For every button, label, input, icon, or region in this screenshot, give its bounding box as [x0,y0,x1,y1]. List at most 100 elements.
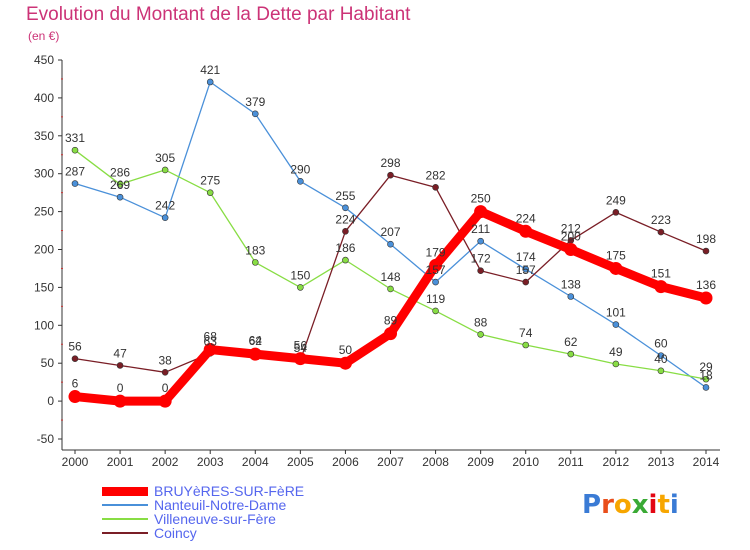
data-label: 223 [651,213,671,227]
legend-label: Villeneuve-sur-Fère [154,511,276,527]
chart-title: Evolution du Montant de la Dette par Hab… [26,4,411,25]
y-tick-label: 250 [34,205,54,219]
legend-swatch-coincy [102,532,148,534]
data-label: 224 [516,211,536,225]
data-point [158,394,172,408]
data-point [522,265,530,273]
y-tick-label: 50 [41,356,55,370]
data-point [161,368,169,376]
data-point [338,356,352,370]
data-point [71,180,79,187]
data-point [702,375,710,383]
chart-unit: (en €) [28,29,60,43]
x-tick-label: 2007 [377,455,404,469]
legend-swatch-bruyeres [102,486,148,496]
data-label: 49 [609,345,623,359]
y-tick-label: 350 [34,129,54,143]
data-label: 119 [426,292,445,306]
data-label: 172 [471,252,491,266]
data-point [612,209,620,216]
data-label: 212 [561,221,581,235]
data-label: 62 [249,334,263,348]
x-tick-label: 2004 [242,455,269,469]
data-label: 331 [65,131,85,145]
data-point [342,256,349,264]
x-tick-label: 2012 [603,455,630,469]
legend-swatch-nanteuil [102,504,148,506]
data-label: 54 [294,341,308,355]
y-tick-label: 100 [34,318,54,332]
data-label: 50 [339,343,353,357]
data-label: 0 [162,381,169,395]
data-label: 298 [380,156,400,170]
data-label: 47 [113,346,127,360]
data-label: 151 [651,267,671,281]
data-label: 60 [654,337,668,351]
data-label: 290 [290,162,310,176]
legend-label: BRUYèRES-SUR-FèRE [154,483,305,499]
data-label: 148 [380,270,400,284]
data-point [657,352,665,359]
data-label: 287 [65,165,85,179]
data-point [116,362,124,369]
data-point [567,293,575,300]
data-label: 40 [654,352,668,366]
data-label: 379 [245,95,265,109]
data-point [161,166,169,174]
legend-item-villeneuve: Villeneuve-sur-Fère [102,512,304,526]
logo-letter: i [648,490,658,520]
x-tick-label: 2011 [558,455,584,469]
legend-item-coincy: Coincy [102,526,304,540]
data-label: 56 [294,339,308,353]
data-label: 175 [606,248,626,262]
logo-letter: P [582,490,602,520]
data-label: 150 [290,268,310,282]
data-label: 88 [474,315,488,329]
logo-letter: i [669,490,679,520]
data-point [71,146,79,154]
data-point [432,184,439,191]
data-point [519,224,533,238]
x-tick-label: 2002 [152,455,179,469]
x-tick-label: 2006 [332,455,359,469]
x-tick-label: 2010 [512,455,539,469]
data-point [116,181,124,188]
x-tick-label: 2013 [648,455,675,469]
data-point [654,280,668,294]
data-label: 282 [426,168,446,182]
data-label: 89 [384,314,398,328]
x-tick-label: 2001 [107,455,134,469]
proxiti-logo: Proxiti [582,490,679,520]
y-tick-label: 300 [34,167,54,181]
data-label: 174 [516,250,536,264]
data-label: 242 [155,199,175,213]
data-point [432,307,439,315]
x-tick-label: 2003 [197,455,224,469]
data-point [477,237,484,245]
y-tick-label: 200 [34,243,54,257]
data-label: 6 [72,377,79,391]
data-point [387,285,394,293]
data-point [657,228,665,236]
data-point [612,360,620,368]
data-point [474,205,488,219]
data-label: 224 [335,212,355,226]
data-label: 269 [110,178,130,192]
data-label: 62 [564,335,578,349]
data-label: 183 [245,243,265,257]
data-label: 101 [606,306,626,320]
data-point [116,193,124,201]
data-point [567,350,575,358]
data-point [248,347,262,361]
data-point [206,78,214,86]
legend-label: Nanteuil-Notre-Dame [154,497,287,513]
data-point [342,228,349,235]
data-label: 29 [699,360,713,374]
legend: BRUYèRES-SUR-FèRE Nanteuil-Notre-Dame Vi… [102,484,304,540]
data-point [206,189,214,196]
data-point [702,384,710,391]
data-point [297,177,304,185]
data-label: 200 [561,230,581,244]
x-tick-label: 2000 [62,455,89,469]
